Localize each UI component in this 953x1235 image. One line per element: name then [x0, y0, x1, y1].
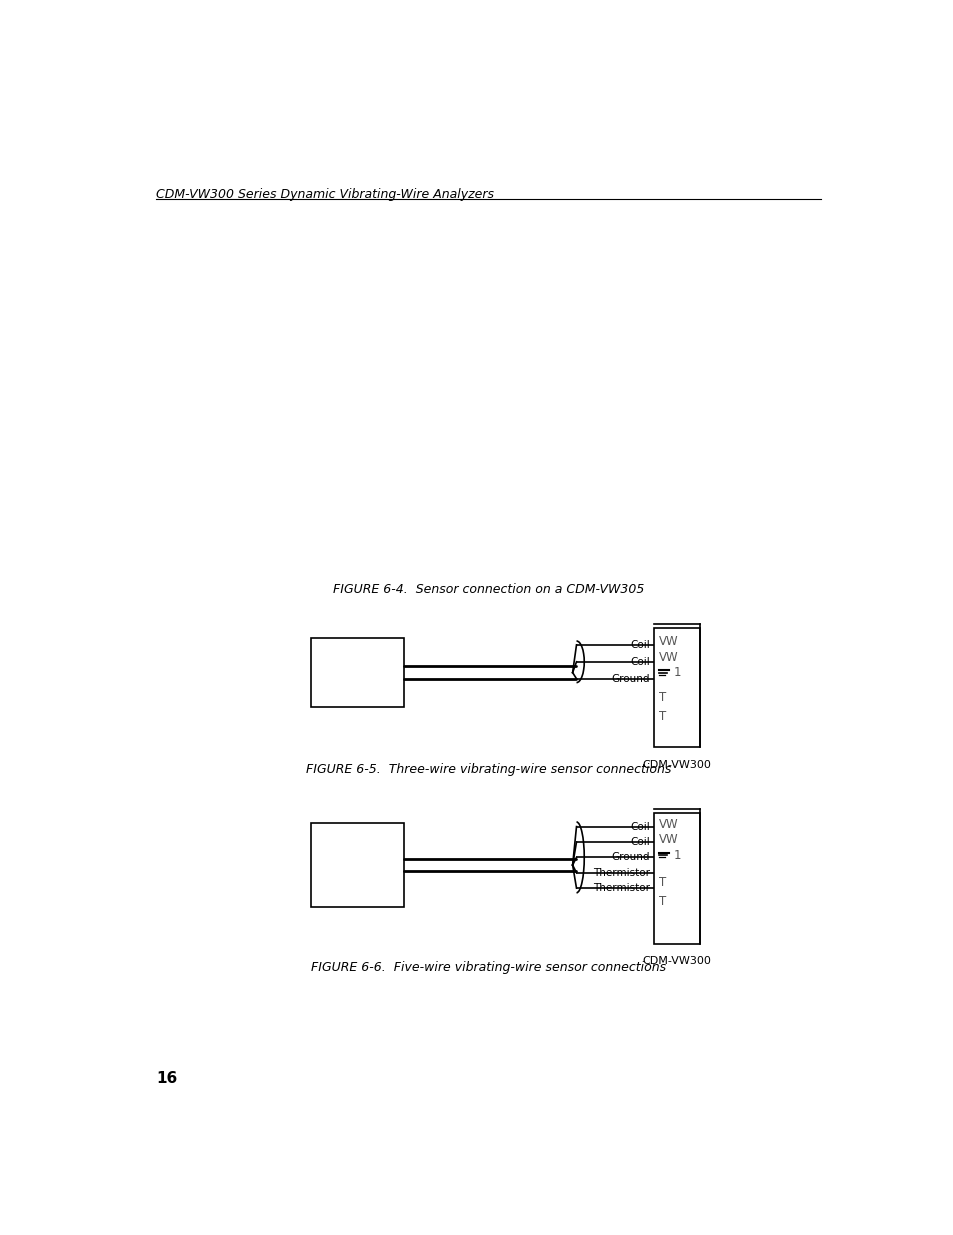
Bar: [654, 813, 700, 944]
Text: CDM-VW300: CDM-VW300: [642, 956, 711, 966]
Text: T: T: [658, 895, 665, 908]
Text: Coil: Coil: [630, 640, 649, 650]
Text: CDM-VW300 Series Dynamic Vibrating-Wire Analyzers: CDM-VW300 Series Dynamic Vibrating-Wire …: [156, 188, 494, 201]
Text: FIGURE 6-6.  Five-wire vibrating-wire sensor connections: FIGURE 6-6. Five-wire vibrating-wire sen…: [311, 961, 666, 973]
Text: Coil: Coil: [630, 821, 649, 831]
Bar: [311, 638, 404, 708]
Text: 1: 1: [674, 848, 681, 862]
Text: Ground: Ground: [611, 852, 649, 862]
Text: T: T: [658, 710, 665, 722]
Text: CDM-VW300: CDM-VW300: [642, 760, 711, 769]
Text: 1: 1: [674, 666, 681, 679]
Text: VW: VW: [658, 635, 678, 648]
Text: VW: VW: [658, 651, 678, 663]
Text: VW: VW: [658, 818, 678, 831]
Text: Thermistor: Thermistor: [593, 883, 649, 893]
Text: Coil: Coil: [630, 657, 649, 667]
Bar: [311, 823, 404, 908]
Text: 16: 16: [156, 1071, 177, 1086]
Text: T: T: [658, 876, 665, 888]
Text: Thermistor: Thermistor: [593, 868, 649, 878]
Bar: [654, 627, 700, 747]
Text: Ground: Ground: [611, 674, 649, 684]
Text: FIGURE 6-4.  Sensor connection on a CDM-VW305: FIGURE 6-4. Sensor connection on a CDM-V…: [333, 583, 644, 597]
Text: Coil: Coil: [630, 837, 649, 847]
Text: T: T: [658, 690, 665, 704]
Text: VW: VW: [658, 834, 678, 846]
Text: FIGURE 6-5.  Three-wire vibrating-wire sensor connections: FIGURE 6-5. Three-wire vibrating-wire se…: [306, 763, 671, 776]
